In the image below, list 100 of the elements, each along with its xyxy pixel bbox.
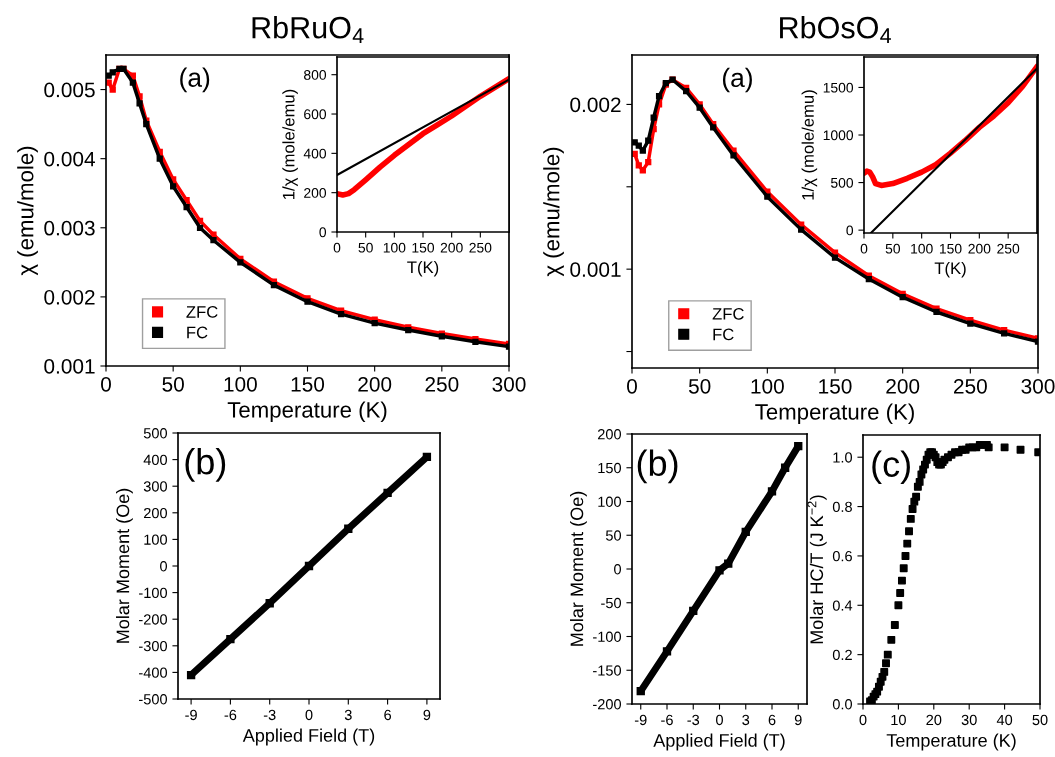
x-axis-title: T(K) bbox=[407, 260, 439, 277]
y-axis-title: Molar HC/T (J K$^{−2}$) bbox=[807, 495, 827, 644]
y-axis-title: χ (emu/mole) bbox=[17, 146, 38, 276]
x-tick-label: 100 bbox=[751, 378, 784, 394]
y-tick-label: 0.2 bbox=[832, 649, 852, 661]
x-tick-label: 9 bbox=[423, 709, 431, 721]
y-tick-label: 100 bbox=[144, 534, 168, 545]
chart-title: RbOsO$_{4}$ bbox=[780, 16, 891, 44]
y-tick-label: -300 bbox=[139, 640, 168, 652]
y-tick-label: 1.0 bbox=[833, 452, 853, 463]
y-tick-label: -50 bbox=[601, 597, 622, 609]
x-tick-label: 9 bbox=[794, 714, 802, 726]
y-axis-title: 1/χ (mole/emu) bbox=[801, 90, 818, 200]
y-tick-label: -200 bbox=[139, 614, 168, 625]
x-tick-label: 300 bbox=[1021, 378, 1055, 394]
x-tick-label: 200 bbox=[358, 376, 392, 392]
y-tick-label: 500 bbox=[830, 177, 854, 188]
y-tick-label: 400 bbox=[303, 148, 327, 159]
x-tick-label: 20 bbox=[926, 714, 942, 726]
y-tick-label: 0.004 bbox=[44, 151, 95, 167]
x-tick-label: -6 bbox=[224, 709, 237, 721]
x-tick-label: 100 bbox=[224, 376, 257, 392]
y-tick-label: 0.002 bbox=[570, 97, 621, 113]
y-tick-label: -400 bbox=[139, 667, 168, 678]
x-tick-label: -6 bbox=[661, 714, 673, 726]
x-axis-title: Temperature (K) bbox=[755, 403, 914, 425]
x-axis-title: T(K) bbox=[934, 261, 966, 278]
x-tick-label: 200 bbox=[886, 378, 920, 394]
x-tick-label: 0 bbox=[860, 243, 868, 254]
x-tick-label: 100 bbox=[911, 243, 933, 254]
x-tick-label: 50 bbox=[162, 376, 184, 392]
y-tick-label: 500 bbox=[143, 428, 168, 439]
x-tick-label: 250 bbox=[469, 242, 492, 253]
x-tick-label: 250 bbox=[997, 243, 1020, 254]
legend-label: FC bbox=[187, 326, 208, 339]
x-tick-label: -9 bbox=[185, 709, 197, 721]
x-tick-label: 250 bbox=[954, 378, 987, 394]
y-tick-label: 200 bbox=[304, 188, 327, 198]
y-axis-title: Molar Moment (Oe) bbox=[570, 491, 587, 646]
x-tick-label: 0 bbox=[716, 714, 723, 726]
y-tick-label: 1500 bbox=[823, 82, 854, 93]
x-tick-label: 3 bbox=[742, 714, 750, 726]
x-tick-label: -3 bbox=[263, 709, 276, 721]
y-tick-label: 200 bbox=[143, 507, 168, 519]
y-tick-label: 0 bbox=[614, 564, 622, 575]
x-tick-label: 250 bbox=[425, 376, 459, 392]
y-tick-label: 300 bbox=[143, 481, 168, 492]
y-tick-label: 0.4 bbox=[832, 600, 853, 611]
x-tick-label: 0 bbox=[627, 378, 637, 394]
y-axis-title: 1/χ (mole/emu) bbox=[282, 89, 298, 199]
x-tick-label: 6 bbox=[768, 714, 776, 726]
annotation: (a) bbox=[722, 67, 752, 93]
y-tick-label: 0.8 bbox=[832, 501, 852, 512]
x-tick-label: 6 bbox=[384, 709, 392, 721]
y-tick-label: 100 bbox=[598, 496, 622, 507]
y-tick-label: 0.005 bbox=[44, 82, 95, 98]
x-tick-label: 0 bbox=[333, 242, 341, 253]
y-tick-label: 50 bbox=[605, 530, 622, 541]
legend-label: FC bbox=[713, 328, 734, 341]
y-tick-label: 0.001 bbox=[570, 262, 621, 277]
y-tick-label: 150 bbox=[598, 462, 622, 474]
y-tick-label: -150 bbox=[593, 665, 622, 676]
legend-label: ZFC bbox=[186, 306, 218, 318]
legend-label: ZFC bbox=[712, 307, 744, 320]
y-tick-label: -100 bbox=[139, 587, 168, 599]
y-tick-label: 0 bbox=[319, 227, 327, 238]
y-tick-label: 0 bbox=[846, 225, 854, 236]
y-tick-label: 0.003 bbox=[44, 220, 95, 236]
x-tick-label: 150 bbox=[939, 243, 962, 254]
annotation: (c) bbox=[872, 450, 910, 485]
x-tick-label: 0 bbox=[101, 376, 111, 392]
y-axis-title: Molar Moment (Oe) bbox=[116, 488, 133, 643]
x-axis-title: Applied Field (T) bbox=[242, 728, 375, 746]
x-tick-label: -3 bbox=[687, 714, 700, 726]
y-tick-label: 600 bbox=[304, 109, 327, 120]
y-axis-title: χ (emu/mole) bbox=[543, 147, 564, 277]
annotation: (a) bbox=[180, 67, 210, 93]
x-tick-label: 50 bbox=[885, 243, 901, 254]
x-axis-title: Applied Field (T) bbox=[653, 733, 785, 751]
x-tick-label: 50 bbox=[1032, 714, 1048, 726]
x-axis-title: Temperature (K) bbox=[227, 401, 387, 423]
y-tick-label: 800 bbox=[304, 70, 327, 80]
x-tick-label: 50 bbox=[688, 378, 711, 394]
x-tick-label: 0 bbox=[859, 714, 867, 726]
y-tick-label: 0.0 bbox=[832, 699, 853, 710]
x-axis-title: Temperature (K) bbox=[886, 733, 1016, 751]
x-tick-label: 200 bbox=[440, 242, 463, 253]
annotation: (b) bbox=[637, 449, 678, 484]
x-tick-label: 30 bbox=[961, 714, 977, 726]
y-tick-label: -100 bbox=[593, 631, 622, 642]
x-tick-label: 200 bbox=[968, 243, 991, 254]
y-tick-label: 0 bbox=[160, 561, 168, 572]
y-tick-label: 0.6 bbox=[832, 551, 852, 562]
y-tick-label: 1000 bbox=[823, 130, 854, 141]
x-tick-label: 100 bbox=[383, 242, 406, 253]
y-tick-label: 400 bbox=[143, 454, 168, 466]
y-tick-label: 0.002 bbox=[44, 289, 95, 305]
chart-title: RbRuO$_{4}$ bbox=[252, 16, 364, 44]
y-tick-label: 200 bbox=[597, 429, 622, 440]
x-tick-label: 50 bbox=[358, 242, 373, 253]
